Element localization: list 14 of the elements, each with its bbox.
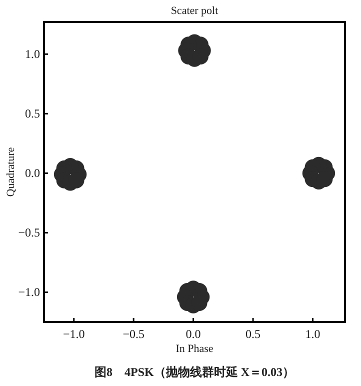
x-tick-label: −1.0 [62,327,85,341]
y-tick-label: −0.5 [18,226,40,240]
chart-title: Scater polt [170,5,218,17]
y-tick-label: 0.0 [25,166,40,180]
caption: 图8 4PSK（抛物线群时延 X＝0.03） [94,365,295,379]
x-tick-label: 0.0 [186,327,201,341]
y-tick-label: 0.5 [25,106,40,121]
x-tick-label: 1.0 [305,327,320,341]
x-axis-title: In Phase [176,343,214,355]
y-tick-label: 1.0 [25,47,40,62]
x-tick-label: −0.5 [122,327,144,341]
y-axis-title: Quadrature [5,147,17,197]
x-tick-label: 0.5 [246,327,261,341]
y-tick-label: −1.0 [18,285,40,300]
